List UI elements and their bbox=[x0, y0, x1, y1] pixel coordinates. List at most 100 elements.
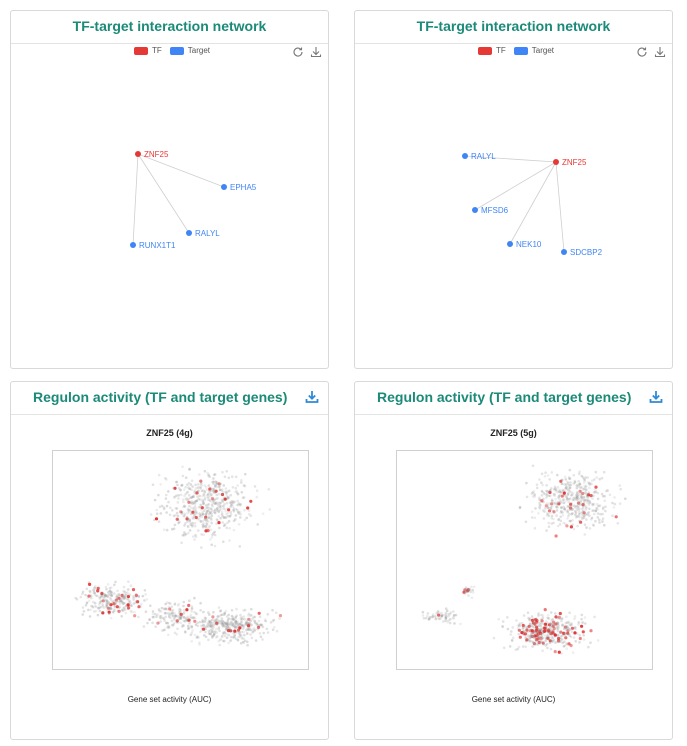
cell-point bbox=[192, 501, 195, 504]
download-icon[interactable] bbox=[649, 390, 663, 404]
cell-point bbox=[573, 496, 576, 500]
legend-target-swatch[interactable] bbox=[513, 46, 528, 55]
target-node[interactable] bbox=[130, 242, 136, 248]
cell-point bbox=[255, 495, 259, 499]
cell-point bbox=[220, 617, 224, 620]
download-icon[interactable] bbox=[305, 390, 319, 404]
cell-point bbox=[451, 616, 455, 619]
cell-point bbox=[554, 488, 558, 491]
tf-node[interactable] bbox=[553, 159, 559, 165]
cell-point bbox=[565, 487, 569, 491]
cell-point bbox=[229, 512, 233, 516]
cell-point bbox=[148, 618, 151, 621]
cell-point bbox=[244, 621, 248, 624]
cell-point bbox=[549, 621, 552, 625]
cell-point bbox=[249, 514, 253, 518]
cell-point bbox=[226, 626, 229, 629]
cell-point-high bbox=[220, 492, 225, 497]
cell-point bbox=[107, 591, 110, 594]
cell-point bbox=[238, 633, 242, 637]
tf-node[interactable] bbox=[135, 151, 141, 157]
cell-point bbox=[137, 615, 140, 619]
cell-point bbox=[188, 519, 192, 522]
cell-point bbox=[217, 639, 221, 643]
target-node[interactable] bbox=[561, 249, 567, 255]
cell-point bbox=[176, 627, 179, 631]
cell-point bbox=[545, 489, 548, 493]
cell-point bbox=[440, 614, 444, 617]
cell-point bbox=[557, 517, 561, 521]
target-node[interactable] bbox=[472, 207, 478, 213]
target-node[interactable] bbox=[221, 184, 227, 190]
legend-tf-swatch[interactable] bbox=[134, 46, 148, 55]
cell-point bbox=[198, 620, 202, 624]
cell-point bbox=[172, 618, 176, 622]
cell-point bbox=[230, 503, 234, 507]
cell-point bbox=[598, 521, 601, 524]
cell-point bbox=[556, 622, 559, 625]
cell-point bbox=[207, 492, 210, 495]
cell-point bbox=[538, 622, 541, 625]
cell-point bbox=[173, 602, 177, 605]
cell-point bbox=[105, 598, 108, 602]
cell-point bbox=[578, 641, 581, 644]
cell-point bbox=[226, 623, 229, 626]
cell-point bbox=[232, 528, 236, 532]
cell-point bbox=[234, 616, 237, 620]
cell-point bbox=[545, 496, 548, 499]
cell-point bbox=[552, 493, 555, 496]
download-icon[interactable] bbox=[310, 46, 322, 58]
cell-point bbox=[207, 629, 210, 633]
cell-point bbox=[565, 627, 569, 630]
cell-point bbox=[574, 516, 578, 519]
cell-point bbox=[572, 482, 575, 485]
cell-point bbox=[234, 514, 238, 517]
cell-point bbox=[421, 610, 425, 614]
cell-point bbox=[169, 612, 172, 616]
target-node[interactable] bbox=[462, 153, 468, 159]
cell-point bbox=[260, 623, 263, 626]
cell-point bbox=[558, 631, 562, 635]
target-node[interactable] bbox=[507, 241, 513, 247]
cell-point-high bbox=[179, 612, 183, 616]
cell-point bbox=[167, 633, 170, 637]
cell-point bbox=[240, 491, 244, 494]
cell-point bbox=[452, 617, 456, 620]
target-node[interactable] bbox=[186, 230, 192, 236]
cell-point bbox=[172, 616, 176, 620]
cell-point bbox=[172, 622, 176, 625]
cell-point bbox=[236, 639, 240, 642]
cell-point bbox=[217, 606, 221, 609]
cell-point bbox=[530, 492, 534, 495]
cell-point bbox=[229, 493, 232, 497]
cell-point-high bbox=[573, 631, 577, 635]
cell-point bbox=[560, 506, 563, 510]
cell-point bbox=[192, 494, 195, 497]
cell-point bbox=[576, 496, 579, 500]
cell-point-high bbox=[557, 650, 561, 654]
cell-point bbox=[535, 486, 539, 490]
legend-tf-swatch[interactable] bbox=[478, 46, 492, 55]
cell-point-high bbox=[541, 641, 545, 645]
cell-point bbox=[222, 516, 226, 519]
cell-point bbox=[237, 510, 240, 514]
cell-point bbox=[210, 518, 213, 522]
cell-point bbox=[209, 517, 213, 521]
cell-point bbox=[82, 610, 86, 613]
cell-point bbox=[509, 633, 512, 636]
cell-point bbox=[208, 475, 211, 478]
cell-point bbox=[566, 621, 569, 624]
cell-point bbox=[542, 630, 545, 633]
refresh-icon[interactable] bbox=[292, 46, 304, 58]
download-icon[interactable] bbox=[654, 46, 666, 58]
cell-point bbox=[221, 623, 224, 626]
cell-point bbox=[526, 611, 530, 614]
cell-point bbox=[230, 623, 234, 626]
cell-point bbox=[209, 516, 213, 520]
cell-point bbox=[593, 615, 596, 619]
cell-point bbox=[595, 506, 598, 510]
cell-point bbox=[552, 502, 555, 505]
legend-target-swatch[interactable] bbox=[169, 46, 184, 55]
refresh-icon[interactable] bbox=[636, 46, 648, 58]
cell-point bbox=[140, 602, 143, 606]
